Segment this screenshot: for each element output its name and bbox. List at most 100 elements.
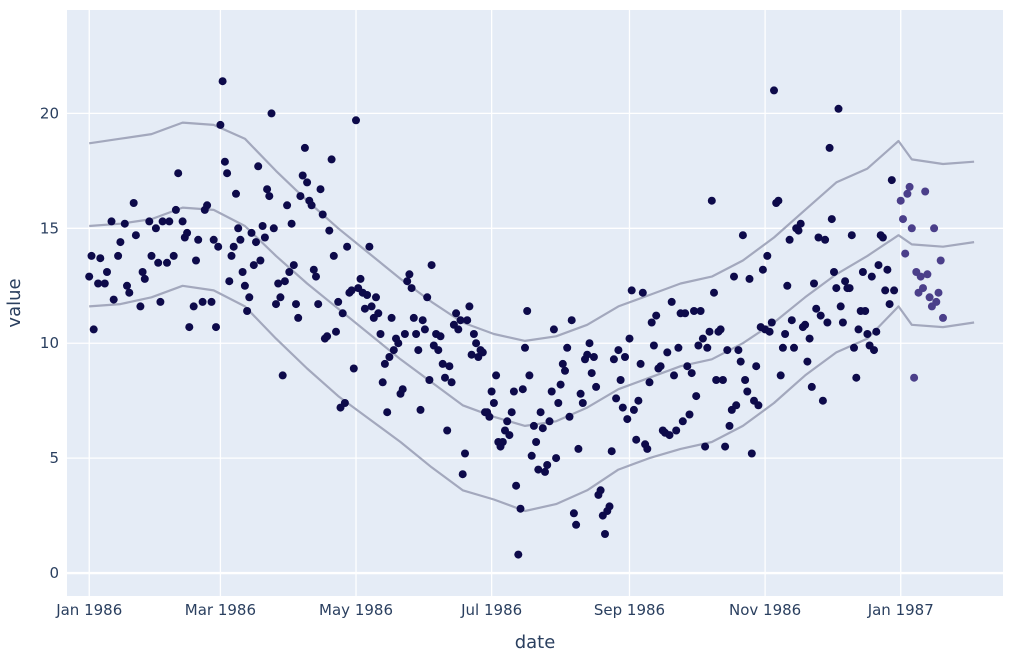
data-point (463, 316, 472, 325)
data-point (514, 550, 523, 559)
data-point (854, 325, 863, 334)
data-point (712, 376, 721, 384)
data-point (872, 327, 881, 336)
data-point (665, 431, 674, 440)
data-point (456, 316, 465, 325)
data-point (907, 224, 916, 233)
data-point (280, 277, 289, 286)
data-point (705, 327, 714, 336)
data-point (778, 343, 787, 352)
data-point (801, 320, 810, 329)
data-point (294, 313, 303, 322)
data-point (165, 217, 174, 226)
data-point (407, 284, 416, 293)
data-point (414, 346, 423, 355)
data-point (400, 330, 409, 338)
data-point (558, 359, 567, 368)
data-point (203, 201, 212, 210)
data-point (707, 196, 716, 205)
data-point (738, 231, 747, 240)
data-point (790, 343, 798, 352)
data-point (123, 281, 131, 290)
data-point (458, 470, 467, 479)
data-point (592, 382, 601, 391)
data-point (218, 77, 227, 86)
data-point (334, 297, 343, 306)
data-point (507, 408, 516, 417)
data-point (663, 348, 672, 357)
data-point (247, 228, 256, 237)
data-point (758, 265, 767, 274)
data-point (638, 288, 647, 297)
data-point (690, 307, 698, 315)
data-point (632, 435, 641, 444)
data-point (394, 339, 403, 348)
data-points (85, 77, 947, 559)
data-point (138, 268, 147, 276)
data-point (830, 268, 838, 276)
data-point (332, 327, 340, 336)
data-point (276, 293, 285, 302)
data-point (683, 362, 692, 371)
data-point (861, 307, 870, 315)
data-point (805, 334, 814, 343)
data-point (858, 268, 867, 276)
data-point (652, 311, 661, 320)
data-point (752, 362, 761, 371)
data-point (543, 461, 552, 469)
data-point (763, 251, 772, 260)
data-point (447, 378, 456, 387)
data-point (536, 408, 545, 417)
data-point (269, 224, 278, 233)
data-point (521, 343, 529, 352)
data-point (787, 316, 796, 325)
data-point (623, 415, 632, 424)
y-tick-labels: 0 5 10 15 20 (40, 104, 59, 582)
data-point (316, 185, 325, 194)
data-point (229, 242, 238, 251)
data-point (532, 438, 541, 446)
plot-background (67, 10, 1003, 596)
data-point (767, 318, 776, 327)
data-point (423, 293, 432, 302)
x-tick-label: May 1986 (319, 601, 393, 619)
band-line-middle (89, 206, 975, 427)
y-axis-title: value (4, 278, 25, 327)
data-point (227, 251, 236, 260)
band-lines (89, 121, 975, 513)
data-point (698, 334, 707, 343)
data-point (174, 169, 183, 178)
data-point (278, 371, 287, 380)
data-point (292, 300, 300, 309)
data-point (567, 316, 576, 325)
data-point (585, 339, 594, 348)
data-point (272, 300, 280, 309)
data-point (841, 277, 850, 286)
y-gridlines (67, 112, 1003, 575)
data-point (487, 387, 496, 396)
data-point (587, 369, 596, 378)
data-point (434, 346, 443, 355)
data-point (109, 295, 118, 304)
y-tick-label: 0 (49, 564, 59, 582)
data-point (874, 261, 883, 270)
data-point (934, 288, 943, 297)
data-point (96, 254, 105, 263)
data-point (385, 353, 394, 361)
data-point (376, 330, 385, 338)
data-point (171, 205, 180, 214)
data-point (847, 231, 856, 240)
data-point (765, 327, 774, 336)
data-point (745, 274, 754, 283)
data-point (734, 346, 743, 355)
data-point (905, 182, 914, 191)
data-point (216, 120, 225, 129)
data-point (583, 350, 592, 359)
data-point (498, 438, 507, 446)
data-point (214, 242, 223, 251)
data-point (589, 353, 598, 361)
x-axis-title: date (515, 632, 556, 653)
data-point (312, 272, 320, 281)
data-point (425, 376, 434, 384)
data-point (380, 359, 389, 368)
